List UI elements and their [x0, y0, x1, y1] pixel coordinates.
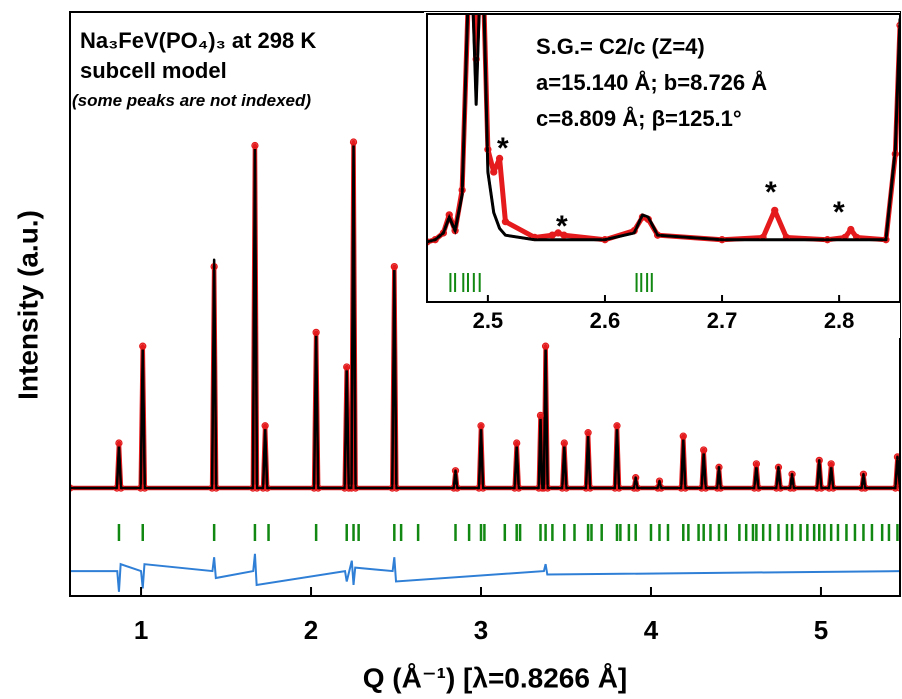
x-tick-label: 4 — [644, 615, 659, 645]
observed-point — [251, 141, 259, 150]
observed-point — [343, 363, 351, 371]
observed-point — [349, 138, 358, 146]
observed-point — [490, 168, 498, 176]
observed-point — [560, 231, 568, 239]
x-tick-label: 2.6 — [590, 308, 621, 333]
annotation: Na₃FeV(PO₄)₃ at 298 K — [80, 28, 316, 53]
observed-point — [613, 422, 621, 430]
observed-point — [584, 429, 592, 437]
observed-point — [679, 432, 687, 440]
observed-point — [477, 422, 485, 430]
x-tick-label: 5 — [814, 615, 828, 645]
x-tick-label: 2.5 — [473, 308, 504, 333]
x-tick-label: 2.8 — [824, 308, 855, 333]
observed-point — [115, 439, 123, 447]
annotation: * — [556, 210, 568, 243]
x-tick-label: 2 — [304, 615, 318, 645]
x-axis-label: Q (Å⁻¹) [λ=0.8266 Å] — [363, 662, 628, 693]
observed-point — [139, 342, 147, 350]
annotation: S.G.= C2/c (Z=4) — [536, 34, 705, 59]
observed-point — [896, 21, 900, 29]
observed-point — [752, 460, 761, 468]
annotation: * — [497, 132, 509, 165]
calculated-line-top — [70, 145, 900, 490]
observed-point — [700, 446, 708, 454]
plot-frame — [426, 13, 901, 303]
annotation: * — [765, 176, 777, 209]
plot-area — [70, 138, 900, 592]
observed-point — [390, 262, 398, 271]
annotation: a=15.140 Å; b=8.726 Å — [536, 69, 767, 95]
annotation: * — [833, 196, 845, 229]
annotation: subcell model — [80, 58, 227, 83]
y-axis-label: Intensity (a.u.) — [12, 210, 43, 400]
observed-point — [827, 460, 835, 468]
observed-point — [312, 328, 320, 337]
observed-point — [560, 439, 568, 447]
observed-point — [541, 342, 550, 350]
annotation: c=8.809 Å; β=125.1° — [536, 105, 742, 131]
observed-point — [261, 422, 269, 430]
observed-point — [501, 217, 510, 226]
observed-point — [495, 154, 504, 163]
difference-line — [70, 553, 900, 592]
annotation: (some peaks are not indexed) — [72, 91, 311, 110]
observed-point — [513, 439, 521, 447]
observed-point — [847, 225, 855, 234]
observed-point — [771, 206, 779, 215]
observed-point — [472, 55, 480, 63]
calculated-line-top — [427, 14, 900, 244]
plot-area — [427, 14, 900, 292]
observed-point — [536, 411, 545, 420]
observed-point — [896, 484, 900, 492]
x-tick-label: 2.7 — [707, 308, 738, 333]
x-tick-label: 3 — [474, 615, 488, 645]
x-tick-label: 1 — [134, 615, 148, 645]
